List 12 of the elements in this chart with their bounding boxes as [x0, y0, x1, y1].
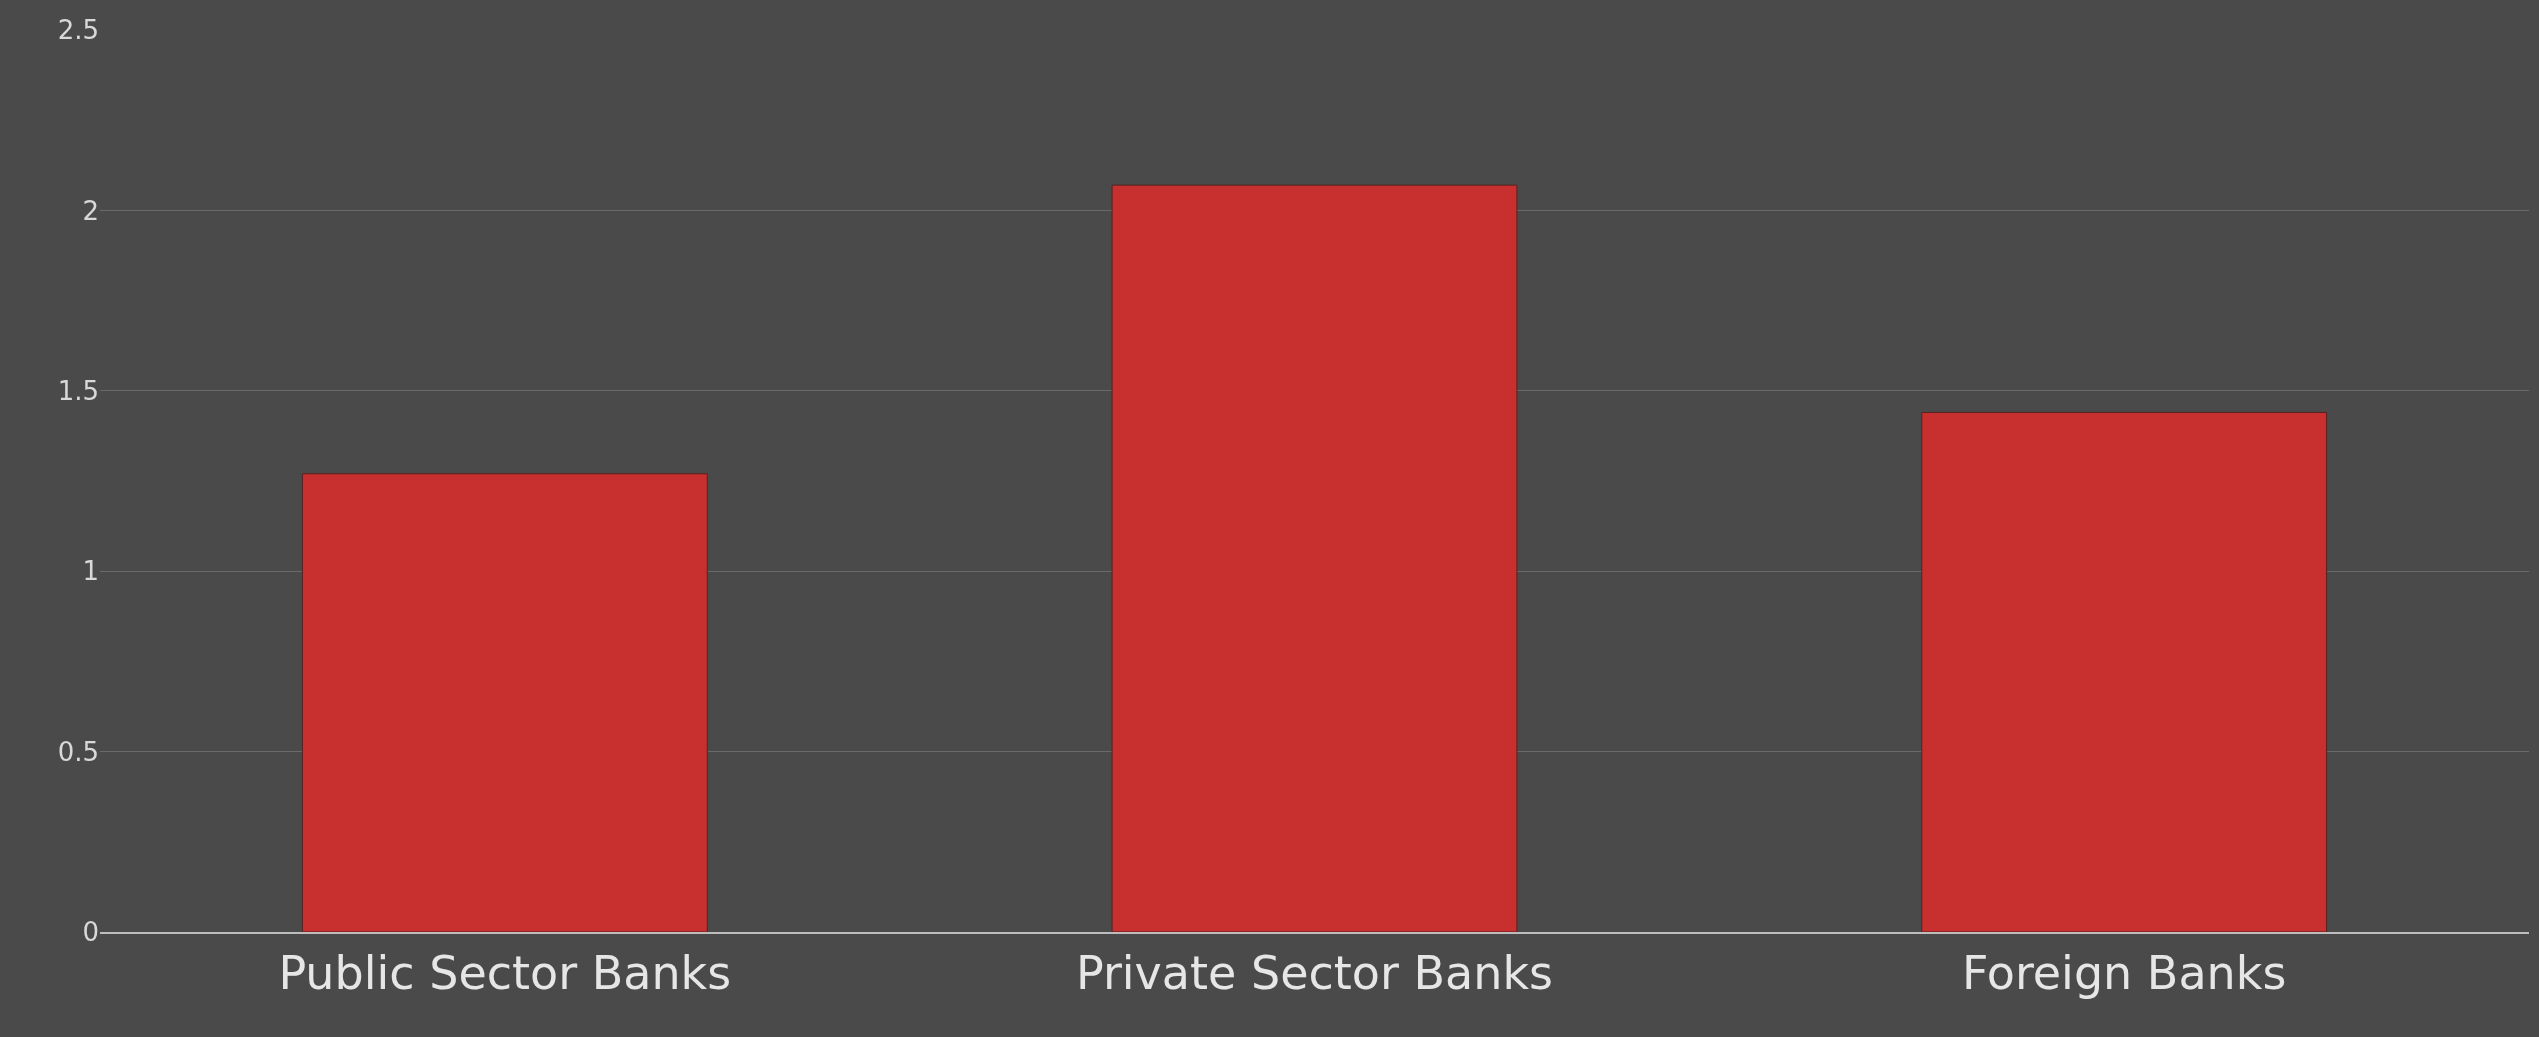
x-tick-label: Public Sector Banks — [278, 946, 732, 1001]
bar — [1921, 411, 2328, 932]
bar — [301, 473, 708, 932]
x-tick-label: Foreign Banks — [1961, 946, 2287, 1001]
x-tick-label: Private Sector Banks — [1075, 946, 1554, 1001]
bar — [1111, 184, 1518, 932]
y-tick-label: 2.5 — [57, 15, 99, 46]
y-tick-label: 0.5 — [57, 736, 99, 767]
y-tick-label: 1.5 — [57, 375, 99, 406]
y-tick-label: 2 — [82, 195, 99, 226]
y-tick-label: 0 — [82, 917, 99, 948]
y-tick-label: 1 — [82, 556, 99, 587]
